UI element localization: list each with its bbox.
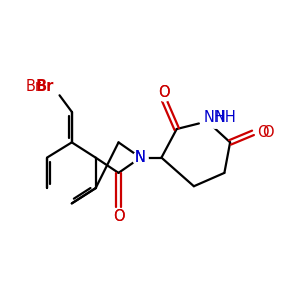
Text: N: N (135, 150, 146, 165)
Text: O: O (158, 85, 170, 100)
Text: O: O (113, 209, 124, 224)
Text: O: O (158, 85, 170, 100)
Text: O: O (262, 125, 274, 140)
Text: O: O (257, 125, 268, 140)
Text: Br: Br (36, 79, 54, 94)
Text: Br: Br (25, 79, 41, 94)
Text: N: N (135, 150, 146, 165)
Text: O: O (113, 209, 124, 224)
Text: NH: NH (204, 110, 226, 125)
Text: NH: NH (215, 110, 237, 125)
